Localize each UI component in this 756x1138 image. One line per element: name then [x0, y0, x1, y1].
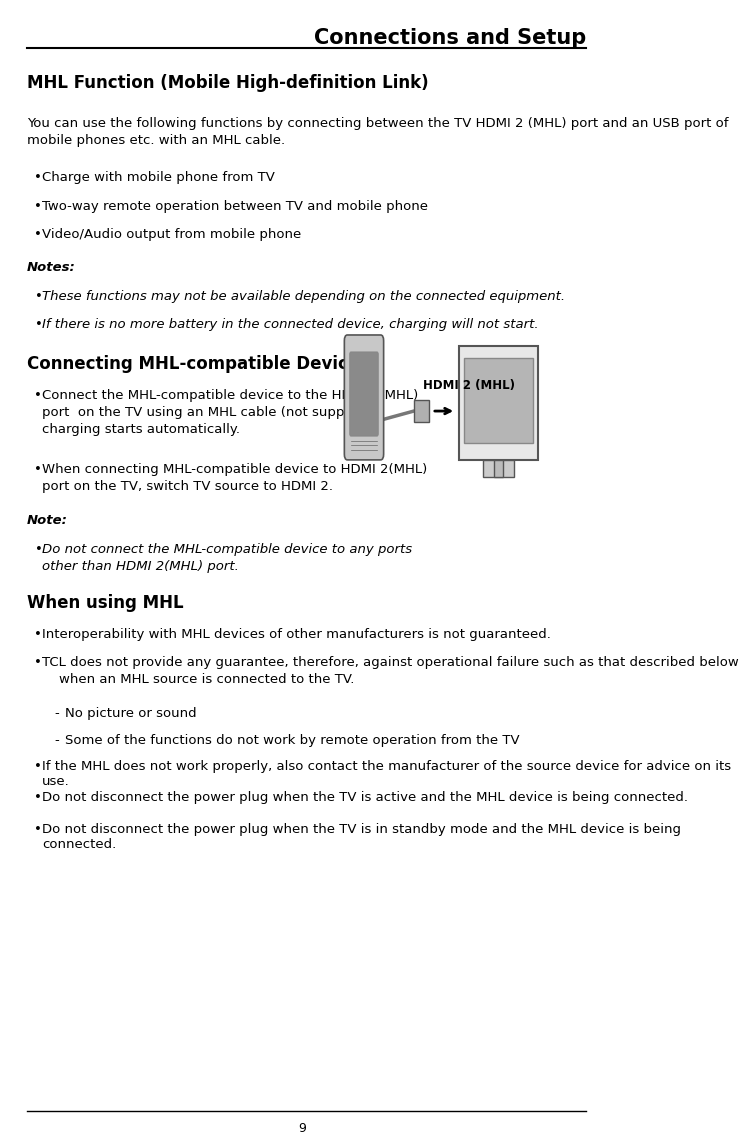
Text: Do not connect the MHL-compatible device to any ports
other than HDMI 2(MHL) por: Do not connect the MHL-compatible device…: [42, 543, 413, 572]
Text: No picture or sound: No picture or sound: [65, 708, 197, 720]
Text: •: •: [35, 289, 42, 303]
Text: •: •: [35, 200, 42, 213]
Text: Video/Audio output from mobile phone: Video/Audio output from mobile phone: [42, 229, 302, 241]
Text: •: •: [35, 760, 42, 773]
Text: -: -: [54, 708, 59, 720]
Text: Connect the MHL-compatible device to the HDMI 2(MHL)
port  on the TV using an MH: Connect the MHL-compatible device to the…: [42, 389, 419, 437]
Text: Charge with mobile phone from TV: Charge with mobile phone from TV: [42, 172, 275, 184]
FancyBboxPatch shape: [345, 335, 383, 460]
Text: Connections and Setup: Connections and Setup: [314, 28, 586, 49]
Text: •: •: [35, 543, 42, 555]
Text: Note:: Note:: [27, 514, 68, 527]
Text: •: •: [35, 628, 42, 641]
Text: Connecting MHL-compatible Device: Connecting MHL-compatible Device: [27, 355, 359, 373]
Text: •: •: [35, 657, 42, 669]
Text: These functions may not be available depending on the connected equipment.: These functions may not be available dep…: [42, 289, 565, 303]
Text: Do not disconnect the power plug when the TV is in standby mode and the MHL devi: Do not disconnect the power plug when th…: [42, 823, 681, 851]
Text: MHL Function (Mobile High-definition Link): MHL Function (Mobile High-definition Lin…: [27, 74, 429, 92]
Text: HDMI 2 (MHL): HDMI 2 (MHL): [423, 379, 515, 391]
Bar: [459, 346, 538, 460]
Text: When connecting MHL-compatible device to HDMI 2(MHL)
port on the TV, switch TV s: When connecting MHL-compatible device to…: [42, 463, 428, 493]
Text: Two-way remote operation between TV and mobile phone: Two-way remote operation between TV and …: [42, 200, 429, 213]
Text: 9: 9: [298, 1122, 306, 1135]
Text: When using MHL: When using MHL: [27, 594, 184, 612]
Bar: [494, 460, 503, 477]
Text: Interoperability with MHL devices of other manufacturers is not guaranteed.: Interoperability with MHL devices of oth…: [42, 628, 551, 641]
Text: •: •: [35, 791, 42, 805]
Text: •: •: [35, 229, 42, 241]
Text: •: •: [35, 318, 42, 331]
Text: If the MHL does not work properly, also contact the manufacturer of the source d: If the MHL does not work properly, also …: [42, 760, 731, 787]
Text: •: •: [35, 389, 42, 403]
Bar: [464, 357, 533, 443]
Text: -: -: [54, 734, 59, 747]
Text: TCL does not provide any guarantee, therefore, against operational failure such : TCL does not provide any guarantee, ther…: [42, 657, 739, 686]
Text: Do not disconnect the power plug when the TV is active and the MHL device is bei: Do not disconnect the power plug when th…: [42, 791, 688, 805]
Text: You can use the following functions by connecting between the TV HDMI 2 (MHL) po: You can use the following functions by c…: [27, 117, 729, 147]
Text: •: •: [35, 823, 42, 836]
Text: •: •: [35, 172, 42, 184]
Bar: [414, 399, 429, 422]
FancyBboxPatch shape: [350, 352, 378, 436]
Text: If there is no more battery in the connected device, charging will not start.: If there is no more battery in the conne…: [42, 318, 539, 331]
Bar: [483, 460, 513, 477]
Text: •: •: [35, 463, 42, 477]
Text: Some of the functions do not work by remote operation from the TV: Some of the functions do not work by rem…: [65, 734, 520, 747]
Text: Notes:: Notes:: [27, 261, 76, 274]
